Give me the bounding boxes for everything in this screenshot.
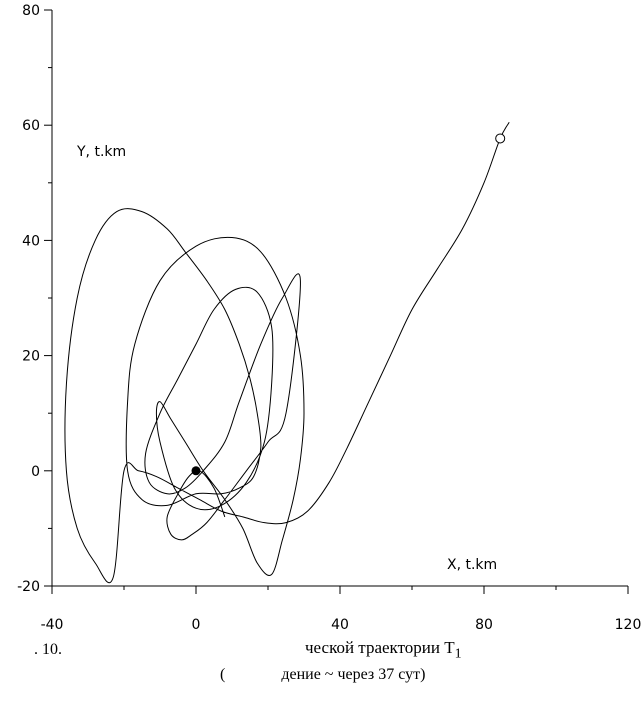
y-tick-label: 20	[22, 349, 40, 365]
center-marker	[191, 466, 201, 476]
y-tick-label: 0	[31, 464, 40, 480]
figure-title: ческой траектории T1	[305, 638, 462, 662]
figure-title-text: ческой траектории T	[305, 638, 455, 657]
y-tick-label: 60	[22, 118, 40, 134]
trajectory-chart: -20 0 20 40 60 80 -40 0 40 80 120 Y, t.km X, t.km	[17, 3, 641, 633]
x-tick-label: 120	[615, 617, 641, 633]
trajectory-series-line	[64, 122, 510, 584]
x-tick-label: 80	[475, 617, 493, 633]
figure-title-subscript: 1	[454, 646, 462, 662]
y-tick-label: -20	[17, 579, 40, 595]
y-tick-label: 40	[22, 233, 40, 249]
y-ticks: -20 0 20 40 60 80	[17, 3, 52, 595]
figure-number: . 10.	[34, 641, 62, 658]
axes	[51, 10, 628, 587]
start-marker	[495, 133, 506, 144]
x-ticks: -40 0 40 80 120	[41, 586, 641, 633]
x-tick-label: -40	[41, 617, 64, 633]
figure-subtitle: ( дение ~ через 37 сут)	[220, 666, 426, 683]
x-tick-label: 0	[192, 617, 201, 633]
x-axis-label: X, t.km	[447, 557, 497, 573]
x-tick-label: 40	[331, 617, 349, 633]
y-axis-label: Y, t.km	[76, 144, 126, 160]
y-tick-label: 80	[22, 3, 40, 19]
